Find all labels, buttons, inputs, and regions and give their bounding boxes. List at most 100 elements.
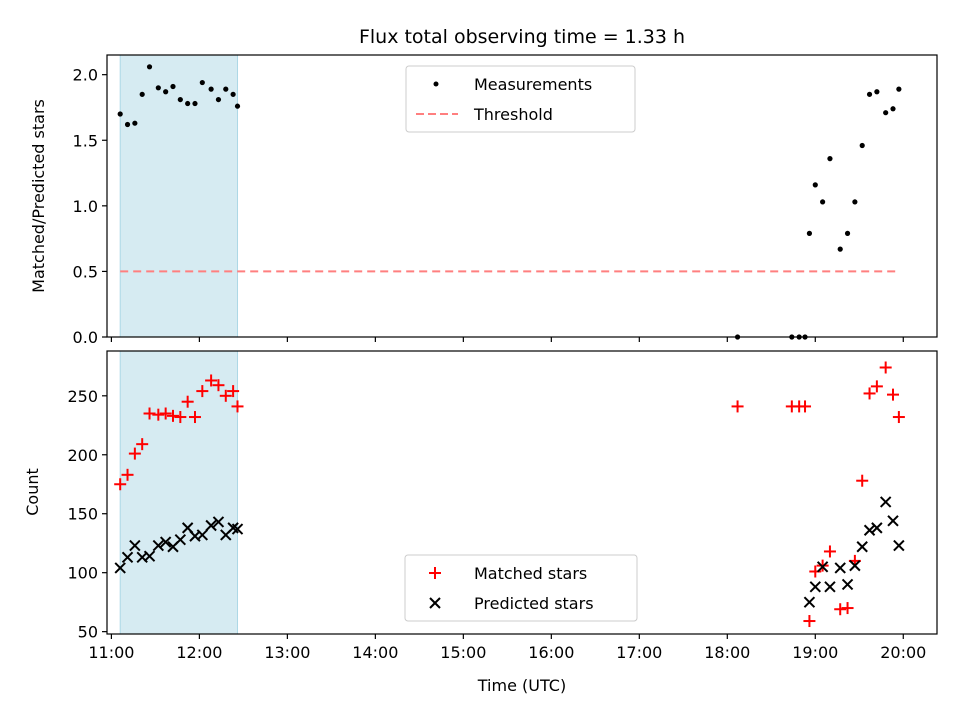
predicted-star-point	[887, 515, 899, 527]
measurement-point	[124, 121, 131, 128]
y-tick-label: 0.0	[73, 328, 98, 347]
measurement-point	[117, 111, 123, 117]
measurement-point	[806, 230, 813, 236]
matched-star-point	[205, 374, 218, 387]
measurement-point	[170, 83, 176, 90]
measurement-point	[215, 96, 222, 103]
top-y-ticks: 0.0 0.5 1.0 1.5 2.0	[73, 66, 107, 347]
legend-matched-marker	[429, 567, 441, 579]
predicted-star-point	[856, 541, 868, 553]
y-tick-label: 50	[78, 623, 98, 642]
measurement-point	[859, 142, 865, 149]
matched-star-point	[212, 379, 225, 392]
x-tick-label: 14:00	[352, 643, 398, 662]
measurement-point	[230, 91, 236, 97]
x-tick-label: 11:00	[88, 643, 134, 662]
predicted-star-point	[824, 581, 836, 593]
matched-star-point	[856, 474, 869, 487]
measurement-point	[874, 89, 880, 95]
x-tick-label: 17:00	[616, 643, 662, 662]
measurement-point	[844, 230, 851, 236]
x-tick-label: 18:00	[704, 643, 750, 662]
top-legend-box	[405, 65, 636, 133]
x-tick-label: 20:00	[880, 643, 926, 662]
measurement-point	[827, 156, 833, 162]
predicted-star-point	[174, 533, 187, 546]
measurement-point	[837, 246, 843, 252]
bottom-shaded-span	[119, 350, 239, 635]
measurement-point	[820, 199, 826, 205]
matched-star-point	[841, 602, 854, 615]
measurement-point	[852, 199, 858, 205]
y-tick-label: 200	[67, 446, 98, 465]
predicted-star-point	[816, 561, 829, 573]
measurement-point	[146, 64, 153, 70]
y-tick-label: 250	[67, 387, 98, 406]
measurement-point	[234, 103, 241, 109]
matched-star-point	[803, 615, 816, 628]
matched-star-point	[892, 411, 905, 424]
legend-predicted-label: Predicted stars	[474, 594, 594, 613]
matched-star-point	[159, 407, 172, 420]
matched-star-point	[166, 409, 179, 422]
matched-star-point	[136, 438, 149, 451]
shaded-span-rect	[119, 54, 239, 338]
matched-star-point	[196, 385, 209, 398]
predicted-star-point	[849, 559, 861, 572]
bottom-legend-box	[404, 554, 638, 622]
bottom-x-ticks: 11:00 12:00 13:00 14:00 15:00 16:00 17:00 18:00…	[88, 634, 926, 662]
matched-star-point	[143, 407, 156, 420]
measurement-point	[890, 106, 896, 112]
x-tick-label: 13:00	[264, 643, 310, 662]
predicted-star-point	[231, 523, 244, 535]
predicted-stars-points	[114, 496, 905, 608]
bottom-legend: Matched stars Predicted stars	[404, 554, 638, 622]
matched-star-point	[227, 385, 240, 398]
bottom-axes-frame	[106, 350, 938, 635]
predicted-star-point	[205, 519, 217, 532]
y-tick-label: 2.0	[73, 66, 98, 85]
measurement-point	[163, 89, 169, 95]
measurement-point	[139, 91, 145, 97]
matched-star-point	[219, 389, 232, 402]
predicted-star-point	[871, 522, 883, 534]
shaded-span-rect	[119, 350, 239, 635]
predicted-star-point	[121, 551, 134, 564]
legend-measurements-marker	[433, 81, 439, 87]
legend-threshold-label: Threshold	[473, 105, 553, 124]
y-tick-label: 0.5	[73, 262, 98, 281]
matched-star-point	[823, 545, 836, 558]
measurement-point	[223, 86, 229, 92]
matched-star-point	[887, 388, 900, 401]
top-shaded-span	[119, 54, 239, 338]
matched-star-point	[152, 408, 165, 421]
matched-star-point	[799, 400, 812, 413]
measurement-point	[132, 120, 138, 126]
x-tick-label: 19:00	[792, 643, 838, 662]
matched-star-point	[863, 387, 876, 400]
matched-star-point	[128, 447, 141, 460]
bottom-x-axis-label: Time (UTC)	[477, 676, 566, 695]
top-legend: Measurements Threshold	[405, 65, 636, 133]
y-tick-label: 100	[67, 564, 98, 583]
matched-star-point	[834, 603, 847, 616]
legend-predicted-marker	[429, 597, 441, 609]
predicted-star-point	[893, 539, 905, 552]
top-panel: 0.0 0.5 1.0 1.5 2.0 Flux total observing tim…	[29, 26, 938, 347]
matched-star-point	[731, 400, 744, 413]
matched-star-point	[188, 411, 201, 424]
top-y-axis-label: Matched/Predicted stars	[29, 99, 48, 293]
measurement-point	[192, 100, 198, 107]
measurement-point	[155, 85, 161, 91]
predicted-star-point	[114, 562, 126, 574]
predicted-star-point	[863, 524, 876, 536]
predicted-star-point	[809, 581, 821, 593]
measurement-point	[866, 91, 873, 97]
predicted-star-point	[879, 496, 892, 508]
matched-stars-points	[114, 361, 905, 628]
x-tick-label: 15:00	[440, 643, 486, 662]
measurement-point	[185, 100, 191, 107]
predicted-star-point	[143, 550, 156, 562]
y-tick-label: 1.0	[73, 197, 98, 216]
predicted-star-point	[159, 536, 172, 548]
